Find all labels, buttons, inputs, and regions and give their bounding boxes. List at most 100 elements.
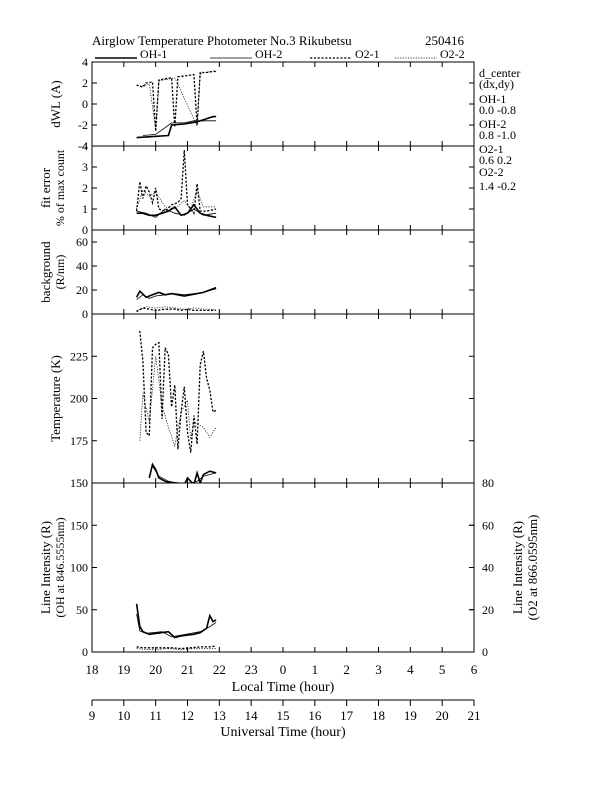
lt-tick-label: 23: [245, 662, 258, 677]
series-intensity-oh-2: [136, 613, 217, 638]
series-intensity-oh-1: [135, 603, 217, 639]
panels: -4 -2 0 2 4 dWL (A) 0 1 2 3 4 fit error% of max cou…: [38, 55, 540, 659]
y-tick-label: 2: [82, 76, 88, 90]
y-label: dWL (A): [48, 80, 63, 128]
series-dwl-oh-1: [136, 115, 217, 139]
lt-tick-label: 3: [375, 662, 382, 677]
lt-tick-label: 21: [181, 662, 194, 677]
series-temperature-o2-1: [139, 330, 217, 453]
series-temperature-o2-2: [139, 356, 217, 448]
ut-tick-label: 13: [213, 708, 226, 723]
lt-tick-label: 5: [439, 662, 446, 677]
side-note-value-oh-2: 0.8 -1.0: [479, 128, 516, 142]
x-label-ut: Universal Time (hour): [220, 725, 346, 740]
ut-tick-label: 17: [340, 708, 354, 723]
lt-tick-label: 0: [280, 662, 287, 677]
y-right-label: Line Intensity (R): [510, 521, 525, 614]
series-fiterr-oh-2: [136, 208, 217, 218]
y-tick-label: 175: [70, 434, 88, 448]
panel-frame-temperature: [91, 313, 475, 484]
y-tick-label: 0: [82, 223, 88, 237]
y-tick-label: 3: [82, 160, 88, 174]
lt-tick-label: 22: [213, 662, 226, 677]
y-right-tick-label: 60: [482, 518, 494, 532]
y-label: Temperature (K): [48, 355, 63, 442]
y-label-2: (OH at 846.5555nm): [53, 517, 67, 617]
y-tick-label: 4: [82, 139, 88, 153]
y-right-tick-label: 80: [482, 476, 494, 490]
series-fiterr-o2-2: [136, 189, 217, 210]
y-tick-label: 20: [76, 283, 88, 297]
panel-dwl: -4 -2 0 2 4 dWL (A): [48, 55, 475, 153]
y-tick-label: 0: [82, 97, 88, 111]
series-background-oh-2: [136, 288, 217, 300]
ut-tick-label: 12: [181, 708, 194, 723]
ut-tick-label: 15: [277, 708, 290, 723]
figure-title: Airglow Temperature Photometer No.3 Riku…: [92, 33, 352, 48]
series-temperature-oh-2: [152, 465, 217, 483]
y-tick-label: 100: [70, 561, 88, 575]
series-temperature-oh-1: [148, 462, 217, 483]
y-tick-label: 40: [76, 259, 88, 273]
side-note-name-oh-1: OH-1: [479, 92, 506, 106]
side-note-value-o2-1: 0.6 0.2: [479, 153, 512, 167]
y-label-2: % of max count: [53, 149, 67, 226]
series-fiterr-o2-1: [135, 150, 217, 215]
series-intensity-o2-1: [136, 645, 217, 650]
y-tick-label: 0: [82, 645, 88, 659]
ut-tick-label: 9: [89, 708, 96, 723]
y-tick-label: -2: [78, 118, 88, 132]
lt-tick-label: 4: [407, 662, 414, 677]
series-background-o2-1: [136, 307, 217, 313]
y-tick-label: 200: [70, 392, 88, 406]
ut-tick-label: 16: [308, 708, 322, 723]
panel-frame-dwl: [91, 61, 475, 147]
legend-label-o2-1: O2-1: [355, 47, 380, 61]
y-label: background: [38, 241, 53, 303]
panel-fiterr: 0 1 2 3 4 fit error% of max count: [38, 139, 475, 237]
y-tick-label: 2: [82, 181, 88, 195]
side-note-heading: d_center: [479, 66, 520, 80]
figure-date: 250416: [425, 33, 465, 48]
lt-tick-label: 20: [149, 662, 162, 677]
y-tick-label: 150: [70, 476, 88, 490]
side-note-name-oh-2: OH-2: [479, 117, 506, 131]
y-tick-label: 4: [82, 55, 88, 69]
y-tick-label: 225: [70, 349, 88, 363]
y-label: Line Intensity (R): [38, 521, 53, 614]
panel-temperature: 150 175 200 225 Temperature (K): [48, 313, 475, 490]
legend-label-oh-1: OH-1: [140, 47, 167, 61]
x-label-local: Local Time (hour): [232, 680, 335, 695]
panel-frame-background: [91, 229, 475, 315]
legend: OH-1 OH-2 O2-1 O2-2: [95, 47, 465, 61]
legend-label-oh-2: OH-2: [255, 47, 282, 61]
series-intensity-o2-2: [136, 648, 217, 650]
lt-tick-label: 2: [343, 662, 350, 677]
y-tick-label: -4: [78, 139, 88, 153]
side-notes: d_center(dx,dy)OH-10.0 -0.8OH-20.8 -1.0O…: [479, 66, 520, 193]
ut-tick-label: 18: [372, 708, 385, 723]
ut-tick-label: 19: [404, 708, 417, 723]
ut-tick-label: 10: [117, 708, 130, 723]
legend-label-o2-2: O2-2: [440, 47, 465, 61]
y-tick-label: 150: [70, 518, 88, 532]
series-dwl-oh-2: [142, 120, 217, 136]
y-right-tick-label: 20: [482, 603, 494, 617]
side-note-value-o2-2: 1.4 -0.2: [479, 179, 516, 193]
y-tick-label: 50: [76, 603, 88, 617]
series-dwl-o2-2: [139, 70, 217, 130]
ut-tick-label: 20: [436, 708, 449, 723]
y-right-label-2: (O2 at 866.0595nm): [525, 515, 540, 621]
side-note-name-o2-2: O2-2: [479, 165, 504, 179]
y-tick-label: 60: [76, 235, 88, 249]
panel-frame-intensity: [91, 482, 475, 653]
side-note-sub: (dx,dy): [479, 77, 514, 91]
panel-background: 0 20 40 60 background (R/nm): [38, 229, 475, 321]
y-tick-label: 1: [82, 202, 88, 216]
y-label: fit error: [38, 167, 53, 208]
ut-tick-label: 14: [245, 708, 259, 723]
y-right-tick-label: 40: [482, 561, 494, 575]
series-dwl-o2-1: [136, 70, 217, 132]
